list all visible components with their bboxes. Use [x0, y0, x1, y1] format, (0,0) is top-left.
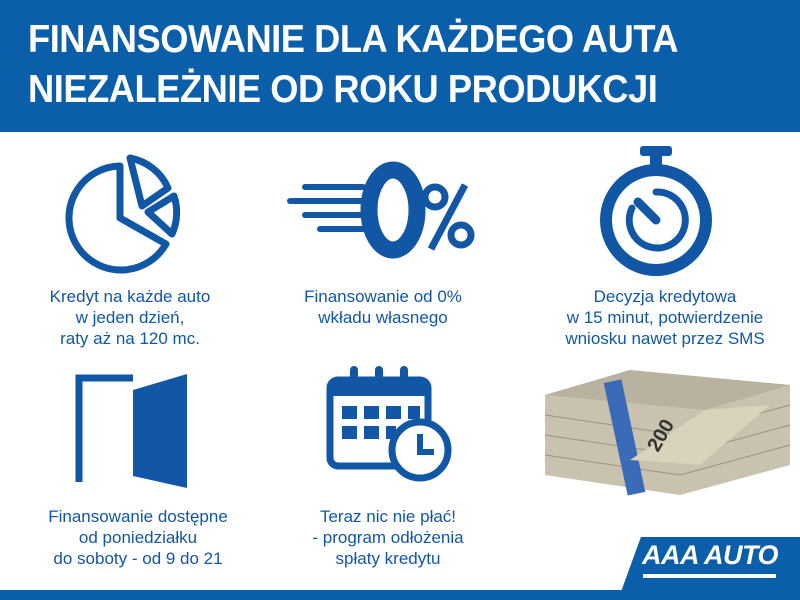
open-door-icon	[75, 374, 187, 488]
calendar-clock-icon	[326, 366, 452, 482]
feature-caption-5: Teraz nic nie płać! - program odłożenia …	[258, 506, 518, 569]
caption-line: w 15 minut, potwierdzenie	[566, 308, 764, 327]
feature-caption-3: Decyzja kredytowa w 15 minut, potwierdze…	[535, 286, 795, 349]
feature-caption-1: Kredyt na każde auto w jeden dzień, raty…	[0, 286, 260, 349]
caption-line: Finansowanie od 0%	[304, 287, 462, 306]
caption-line: od poniedziałku	[78, 528, 198, 547]
caption-line: wkładu własnego	[318, 308, 448, 327]
feature-caption-2: Finansowanie od 0% wkładu własnego	[253, 286, 513, 328]
feature-caption-4: Finansowanie dostępne od poniedziałku do…	[8, 506, 268, 569]
bottom-bar	[0, 590, 800, 600]
caption-line: wniosku nawet przez SMS	[565, 329, 765, 348]
headline-line-2: NIEZALEŻNIE OD ROKU PRODUKCJI	[28, 68, 658, 111]
caption-line: Finansowanie dostępne	[48, 507, 228, 526]
caption-line: Kredyt na każde auto	[49, 287, 211, 306]
caption-line: Decyzja kredytowa	[593, 287, 737, 306]
money-stack-image: 200	[544, 370, 791, 496]
caption-line: raty aż na 120 mc.	[60, 329, 200, 348]
zero-percent-icon	[287, 161, 475, 259]
logo-underline	[643, 574, 776, 578]
brand-logo: AAA AUTO	[642, 540, 779, 570]
header-banner	[0, 0, 800, 132]
caption-line: Teraz nic nie płać!	[319, 507, 457, 526]
headline-line-1: FINANSOWANIE DLA KAŻDEGO AUTA	[28, 18, 679, 61]
caption-line: do soboty - od 9 do 21	[53, 549, 223, 568]
caption-line: w jeden dzień,	[75, 308, 185, 327]
pie-chart-icon	[65, 154, 181, 274]
caption-line: - program odłożenia	[312, 528, 464, 547]
stopwatch-icon	[600, 146, 712, 276]
caption-line: spłaty kredytu	[335, 549, 441, 568]
